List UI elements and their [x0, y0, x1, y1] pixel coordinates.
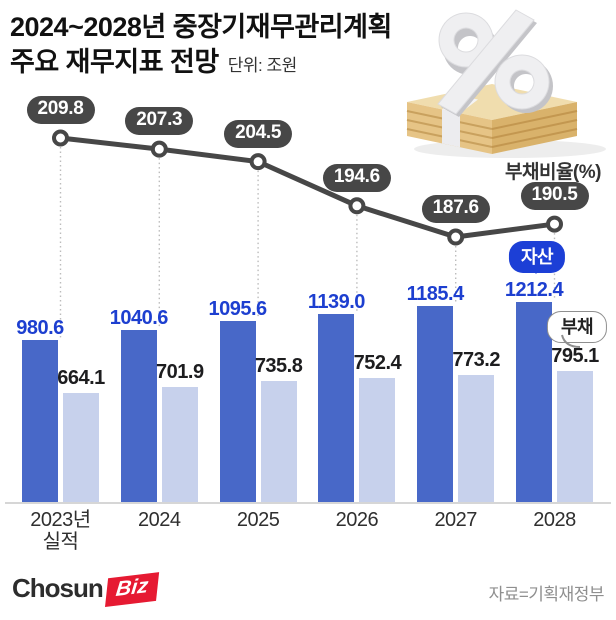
x-axis-line	[5, 502, 611, 504]
unit-label: 단위: 조원	[227, 56, 298, 75]
ratio-value-pill: 194.6	[322, 163, 391, 192]
x-axis-tick: 2027	[434, 509, 477, 531]
asset-value-label: 1139.0	[307, 291, 366, 314]
title-block: 2024~2028년 중장기재무관리계획 주요 재무지표 전망 단위: 조원	[10, 10, 392, 83]
x-axis-tick-line: 2025	[236, 509, 280, 531]
debt-bar	[63, 392, 99, 502]
ratio-value-pill: 209.8	[26, 96, 95, 124]
asset-bar	[219, 321, 256, 502]
x-axis-tick-line: 2028	[533, 509, 576, 531]
x-axis-tick: 2023년 실적	[30, 509, 91, 553]
debt-bar	[260, 380, 297, 502]
debt-bar	[359, 378, 396, 502]
debt-bar	[161, 386, 198, 502]
debt-bar	[557, 371, 593, 502]
debt-callout-tail-icon	[561, 334, 581, 348]
asset-value-label: 1095.6	[208, 298, 268, 321]
ratio-value-pill: 190.5	[520, 182, 589, 211]
ratio-value-pill: 187.6	[421, 195, 490, 223]
asset-bar	[318, 314, 355, 502]
debt-value-label: 752.4	[353, 352, 402, 375]
money-percent-illustration	[406, 9, 606, 158]
page-title-line2: 주요 재무지표 전망 단위: 조원	[10, 45, 392, 83]
debt-callout-bubble: 부채	[546, 311, 608, 343]
chosunbiz-logo: Chosun Biz	[12, 572, 159, 607]
logo-biz-text: Biz	[114, 574, 150, 601]
debt-value-label: 735.8	[254, 354, 303, 377]
debt-bar	[458, 374, 495, 502]
asset-value-label: 1185.4	[406, 283, 465, 306]
asset-bar	[417, 306, 454, 502]
x-axis-tick: 2025	[237, 509, 280, 531]
asset-value-label: 980.6	[16, 317, 64, 340]
x-axis-tick: 2028	[533, 509, 576, 531]
ratio-series-label: 부채비율(%)	[505, 162, 601, 183]
x-axis-tick-line: 실적	[42, 531, 79, 553]
percent-sign	[437, 9, 554, 117]
x-axis-tick: 2026	[336, 509, 379, 531]
x-axis-tick-line: 2023년	[30, 509, 91, 531]
x-axis-tick: 2024	[138, 509, 181, 531]
x-axis-tick-line: 2024	[138, 509, 181, 531]
debt-value-label: 795.1	[551, 345, 599, 368]
debt-value-label: 664.1	[57, 366, 105, 389]
asset-bar	[120, 330, 157, 502]
asset-bar	[22, 340, 58, 502]
x-axis-tick-line: 2027	[434, 509, 477, 531]
logo-biz-badge: Biz	[104, 572, 159, 607]
ratio-value-pill: 204.5	[224, 119, 293, 148]
debt-value-label: 701.9	[156, 360, 204, 383]
asset-bar	[516, 301, 552, 502]
page-title-line2-text: 주요 재무지표 전망	[10, 47, 219, 77]
page-title-line1: 2024~2028년 중장기재무관리계획	[10, 12, 392, 42]
logo-chosun-text: Chosun	[12, 573, 104, 603]
asset-value-label: 1040.6	[109, 307, 169, 330]
asset-callout-tail-icon	[529, 265, 543, 274]
ratio-value-pill: 207.3	[125, 107, 194, 136]
source-credit: 자료=기획재정부	[488, 585, 605, 604]
debt-value-label: 773.2	[452, 348, 500, 371]
asset-value-label: 1212.4	[504, 278, 564, 301]
x-axis-tick-line: 2026	[335, 509, 379, 531]
